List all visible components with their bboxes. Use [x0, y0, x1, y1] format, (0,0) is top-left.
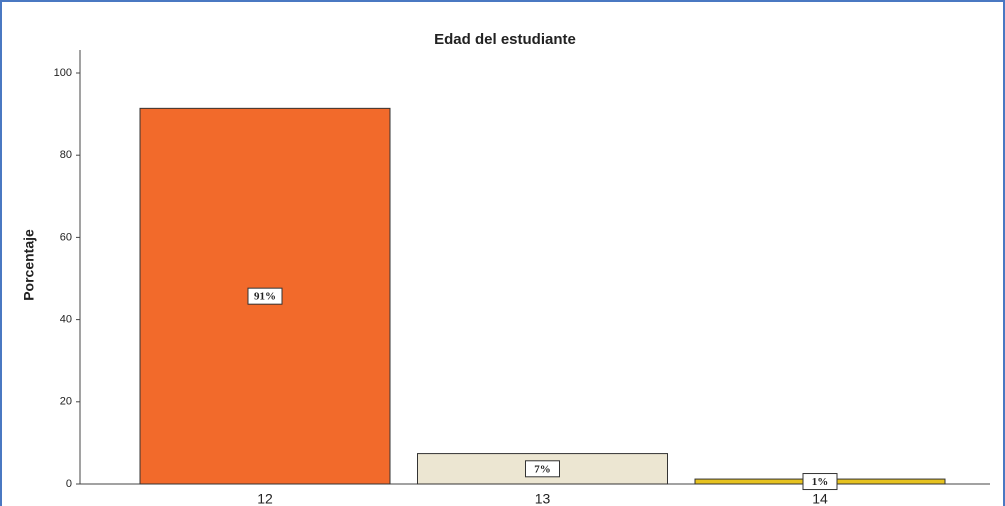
x-tick-label: 14: [812, 491, 828, 506]
chart-title: Edad del estudiante: [434, 31, 576, 48]
y-tick-label: 40: [60, 314, 72, 326]
y-tick-label: 60: [60, 231, 72, 243]
value-label: 7%: [534, 463, 551, 475]
y-tick-label: 0: [66, 478, 72, 490]
x-tick-label: 13: [535, 491, 551, 506]
y-axis-label: Porcentaje: [21, 229, 37, 301]
value-label-box: [802, 473, 838, 491]
value-label-box: [525, 460, 560, 478]
value-label: 1%: [812, 476, 829, 488]
value-label: 91%: [254, 291, 276, 303]
x-tick-label: 12: [257, 491, 273, 506]
value-label-box: [247, 287, 283, 305]
y-tick-label: 100: [54, 67, 72, 79]
y-tick-label: 20: [60, 396, 72, 408]
y-tick-label: 80: [60, 149, 72, 161]
